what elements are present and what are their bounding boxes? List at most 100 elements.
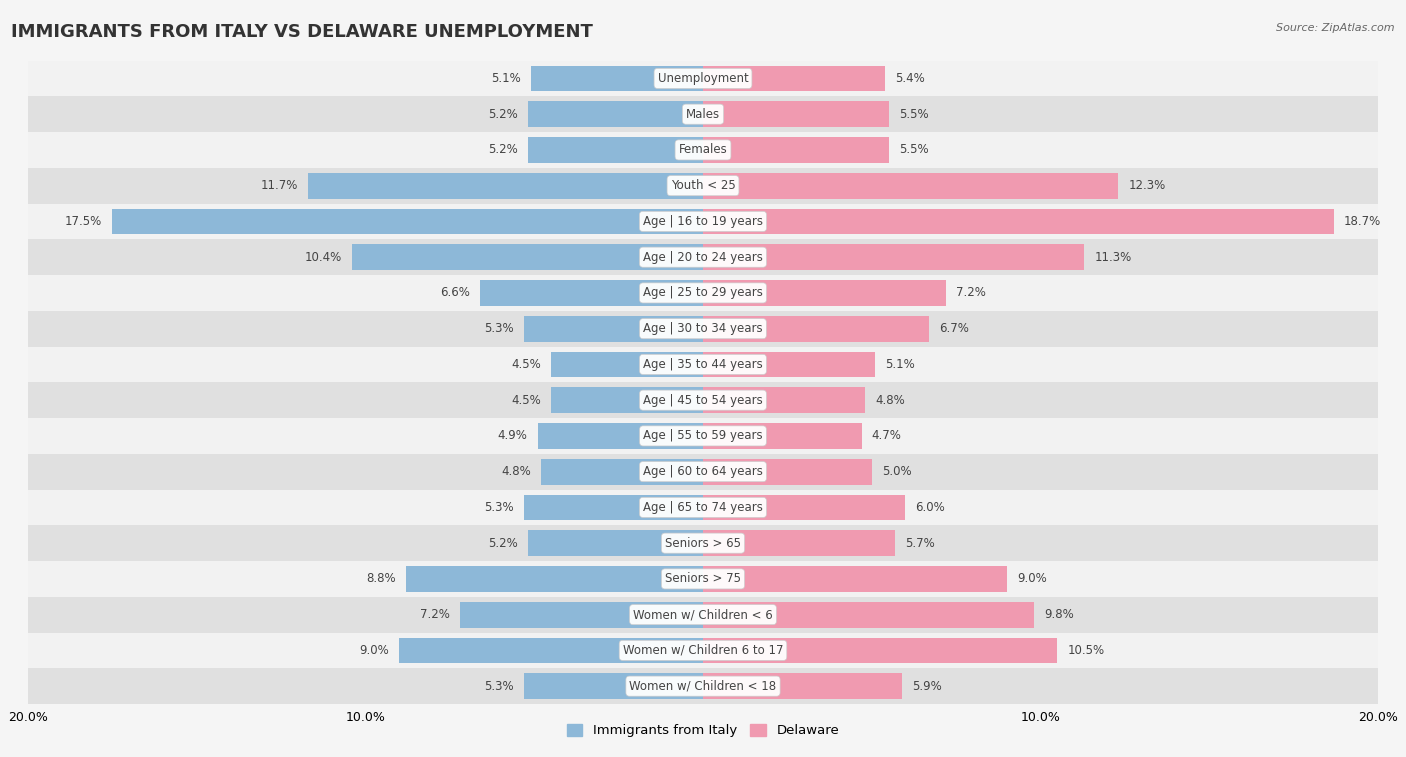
Text: Youth < 25: Youth < 25 [671,179,735,192]
Text: 6.6%: 6.6% [440,286,470,300]
Bar [28,490,1378,525]
Text: 5.5%: 5.5% [898,143,928,157]
Bar [28,61,1378,96]
Bar [28,311,1378,347]
Bar [551,351,703,377]
Text: Age | 55 to 59 years: Age | 55 to 59 years [643,429,763,442]
Text: 4.9%: 4.9% [498,429,527,442]
Bar [460,602,703,628]
Text: Unemployment: Unemployment [658,72,748,85]
Text: 4.5%: 4.5% [512,358,541,371]
Bar [703,388,865,413]
Text: 9.0%: 9.0% [360,644,389,657]
Bar [28,96,1378,132]
Bar [352,245,703,270]
Text: 5.3%: 5.3% [485,680,515,693]
Text: Women w/ Children < 6: Women w/ Children < 6 [633,608,773,621]
Bar [527,137,703,163]
Bar [551,388,703,413]
Text: 4.8%: 4.8% [501,465,531,478]
Text: 5.0%: 5.0% [882,465,911,478]
Bar [703,66,886,92]
Text: 12.3%: 12.3% [1128,179,1166,192]
Bar [703,137,889,163]
Text: 10.4%: 10.4% [305,251,342,263]
Bar [28,561,1378,597]
Text: 9.8%: 9.8% [1043,608,1074,621]
Bar [703,494,905,520]
Text: 9.0%: 9.0% [1017,572,1046,585]
Text: Women w/ Children 6 to 17: Women w/ Children 6 to 17 [623,644,783,657]
Bar [527,531,703,556]
Text: 5.9%: 5.9% [912,680,942,693]
Bar [112,208,703,235]
Text: 4.5%: 4.5% [512,394,541,407]
Bar [28,668,1378,704]
Bar [703,566,1007,592]
Text: 7.2%: 7.2% [420,608,450,621]
Bar [28,633,1378,668]
Text: Age | 45 to 54 years: Age | 45 to 54 years [643,394,763,407]
Bar [28,204,1378,239]
Text: Source: ZipAtlas.com: Source: ZipAtlas.com [1277,23,1395,33]
Bar [527,101,703,127]
Text: 5.3%: 5.3% [485,322,515,335]
Text: Age | 30 to 34 years: Age | 30 to 34 years [643,322,763,335]
Bar [524,673,703,699]
Text: Age | 60 to 64 years: Age | 60 to 64 years [643,465,763,478]
Text: 5.4%: 5.4% [896,72,925,85]
Bar [703,423,862,449]
Text: 5.1%: 5.1% [886,358,915,371]
Text: 10.5%: 10.5% [1067,644,1105,657]
Bar [703,280,946,306]
Text: 5.1%: 5.1% [491,72,520,85]
Text: Age | 25 to 29 years: Age | 25 to 29 years [643,286,763,300]
Bar [28,239,1378,275]
Bar [703,459,872,484]
Text: Males: Males [686,107,720,120]
Text: Women w/ Children < 18: Women w/ Children < 18 [630,680,776,693]
Bar [531,66,703,92]
Bar [703,673,903,699]
Bar [28,525,1378,561]
Bar [703,602,1033,628]
Text: Seniors > 75: Seniors > 75 [665,572,741,585]
Bar [541,459,703,484]
Bar [703,101,889,127]
Text: 4.7%: 4.7% [872,429,901,442]
Text: Age | 20 to 24 years: Age | 20 to 24 years [643,251,763,263]
Bar [28,347,1378,382]
Text: 5.5%: 5.5% [898,107,928,120]
Bar [703,316,929,341]
Bar [703,173,1118,198]
Bar [28,418,1378,453]
Text: 6.7%: 6.7% [939,322,969,335]
Bar [703,245,1084,270]
Text: 4.8%: 4.8% [875,394,905,407]
Text: Age | 35 to 44 years: Age | 35 to 44 years [643,358,763,371]
Text: 5.2%: 5.2% [488,143,517,157]
Bar [308,173,703,198]
Bar [703,351,875,377]
Text: 5.2%: 5.2% [488,107,517,120]
Bar [703,531,896,556]
Bar [703,637,1057,663]
Bar [28,597,1378,633]
Text: 17.5%: 17.5% [65,215,103,228]
Bar [28,382,1378,418]
Text: Age | 65 to 74 years: Age | 65 to 74 years [643,501,763,514]
Bar [28,132,1378,168]
Text: 11.7%: 11.7% [260,179,298,192]
Text: Seniors > 65: Seniors > 65 [665,537,741,550]
Text: Age | 16 to 19 years: Age | 16 to 19 years [643,215,763,228]
Bar [399,637,703,663]
Text: 5.2%: 5.2% [488,537,517,550]
Text: 18.7%: 18.7% [1344,215,1381,228]
Legend: Immigrants from Italy, Delaware: Immigrants from Italy, Delaware [561,718,845,743]
Text: Females: Females [679,143,727,157]
Text: 6.0%: 6.0% [915,501,945,514]
Bar [524,494,703,520]
Bar [28,168,1378,204]
Text: 5.7%: 5.7% [905,537,935,550]
Bar [703,208,1334,235]
